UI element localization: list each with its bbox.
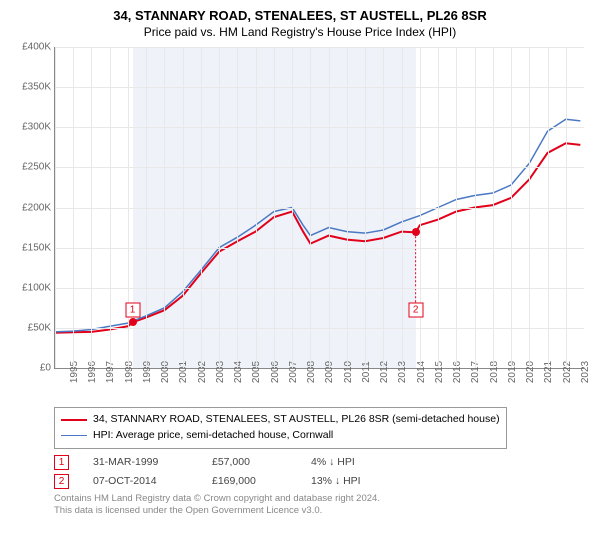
chart-container: £0 £50K £100K £150K £200K £250K £300K £350K £400… [12,43,588,403]
footer-line: Contains HM Land Registry data © Crown c… [54,493,588,506]
legend-swatch [61,435,87,436]
chart-gridline [110,47,111,368]
y-axis-label: £100K [22,282,51,293]
sale-num-box: 2 [54,474,69,489]
chart-gridline [347,47,348,368]
chart-gridline [55,47,584,48]
sale-num-box: 1 [54,455,69,470]
legend-item: 34, STANNARY ROAD, STENALEES, ST AUSTELL… [61,412,500,428]
footer-attribution: Contains HM Land Registry data © Crown c… [54,493,588,519]
sale-marker-box: 2 [408,303,423,318]
chart-gridline [183,47,184,368]
sale-delta: 4% ↓ HPI [311,456,355,468]
sale-delta: 13% ↓ HPI [311,475,361,487]
chart-gridline [274,47,275,368]
chart-gridline [73,47,74,368]
chart-gridline [292,47,293,368]
legend: 34, STANNARY ROAD, STENALEES, ST AUSTELL… [54,407,507,449]
chart-gridline [55,47,56,368]
legend-swatch [61,419,87,421]
chart-gridline [55,208,584,209]
chart-plot-area: £0£50K£100K£150K£200K£250K£300K£350K£400… [54,47,584,369]
sale-marker-box: 1 [125,303,140,318]
chart-gridline [402,47,403,368]
sale-price: £57,000 [212,456,287,468]
legend-item: HPI: Average price, semi-detached house,… [61,428,500,444]
chart-gridline [55,288,584,289]
sale-price: £169,000 [212,475,287,487]
chart-gridline [329,47,330,368]
sale-marker-dot [129,318,137,326]
chart-gridline [55,127,584,128]
chart-gridline [201,47,202,368]
chart-gridline [493,47,494,368]
chart-gridline [566,47,567,368]
legend-label: 34, STANNARY ROAD, STENALEES, ST AUSTELL… [93,412,500,428]
y-axis-label: £50K [28,322,51,333]
y-axis-label: £150K [22,242,51,253]
chart-gridline [146,47,147,368]
chart-gridline [164,47,165,368]
page-title: 34, STANNARY ROAD, STENALEES, ST AUSTELL… [12,8,588,23]
chart-gridline [456,47,457,368]
page-subtitle: Price paid vs. HM Land Registry's House … [12,25,588,39]
sales-row: 2 07-OCT-2014 £169,000 13% ↓ HPI [54,474,588,489]
chart-gridline [55,167,584,168]
sale-date: 07-OCT-2014 [93,475,188,487]
chart-gridline [91,47,92,368]
chart-gridline [237,47,238,368]
footer-line: This data is licensed under the Open Gov… [54,505,588,518]
series-hpi [55,119,580,332]
y-axis-label: £250K [22,162,51,173]
y-axis-label: £300K [22,122,51,133]
sale-marker-dot [412,228,420,236]
chart-gridline [511,47,512,368]
chart-gridline [310,47,311,368]
chart-gridline [219,47,220,368]
sale-date: 31-MAR-1999 [93,456,188,468]
sales-row: 1 31-MAR-1999 £57,000 4% ↓ HPI [54,455,588,470]
sales-table: 1 31-MAR-1999 £57,000 4% ↓ HPI 2 07-OCT-2014 £… [54,455,588,489]
y-axis-label: £400K [22,42,51,53]
chart-gridline [548,47,549,368]
chart-gridline [55,87,584,88]
chart-gridline [256,47,257,368]
chart-gridline [55,328,584,329]
x-axis-label: 2023 [566,361,591,383]
chart-gridline [529,47,530,368]
y-axis-label: £350K [22,82,51,93]
chart-gridline [383,47,384,368]
y-axis-label: £0 [40,363,51,374]
y-axis-label: £200K [22,202,51,213]
chart-gridline [420,47,421,368]
chart-gridline [438,47,439,368]
chart-gridline [475,47,476,368]
chart-gridline [55,248,584,249]
chart-gridline [365,47,366,368]
legend-label: HPI: Average price, semi-detached house,… [93,428,333,444]
